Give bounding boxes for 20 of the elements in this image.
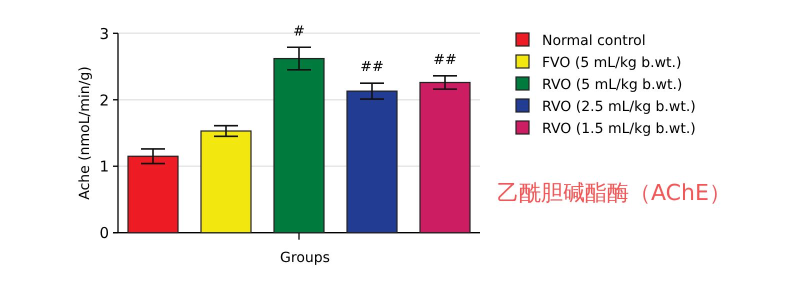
bar — [419, 82, 471, 234]
y-axis-title: Ache (nmoL/min/g) — [77, 66, 93, 200]
legend-label: FVO (5 mL/kg b.wt.) — [542, 55, 682, 71]
y-tick-label: 0 — [99, 224, 109, 242]
bar — [200, 130, 252, 234]
text: 乙酰胆碱酯酶（AChE） — [497, 181, 731, 206]
legend-label: RVO (2.5 mL/kg b.wt.) — [542, 99, 696, 115]
y-tick-label: 3 — [99, 24, 109, 43]
y-tick-label: 2 — [99, 91, 109, 110]
bar — [273, 58, 325, 234]
x-axis-title: Groups — [280, 250, 330, 266]
data-label: # — [293, 23, 305, 40]
bar — [346, 90, 398, 234]
legend-label: Normal control — [542, 33, 646, 49]
legend-label: RVO (5 mL/kg b.wt.) — [542, 77, 682, 93]
y-tick-label: 1 — [99, 158, 109, 176]
legend-label: RVO (1.5 mL/kg b.wt.) — [542, 121, 696, 137]
data-label: ## — [360, 59, 384, 76]
data-label: ## — [433, 52, 457, 68]
bar — [127, 156, 179, 234]
